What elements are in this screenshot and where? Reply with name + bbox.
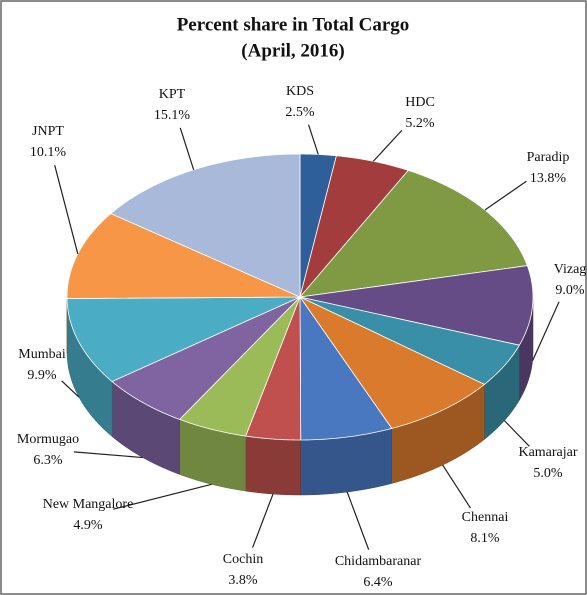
value-label: 3.8% (228, 573, 258, 588)
pie-slice (66, 213, 301, 299)
value-label: 10.1% (30, 145, 67, 160)
leader-line (61, 380, 80, 398)
pie-slice (299, 295, 393, 441)
category-label: Mormugao (17, 432, 79, 447)
pie-slice (299, 155, 409, 298)
category-label: Vizag (554, 262, 587, 277)
category-label: Cochin (223, 552, 263, 567)
pie-slice (66, 296, 301, 382)
pie-slice (299, 265, 534, 346)
value-label: 5.0% (533, 466, 563, 481)
leader-line (346, 491, 370, 550)
leader-line (372, 129, 403, 162)
value-label: 2.5% (285, 105, 315, 120)
pie-side (245, 435, 301, 496)
value-label: 6.3% (33, 453, 63, 468)
pie-slice (178, 296, 301, 437)
pie-slice (110, 153, 301, 298)
leader-line (73, 451, 143, 459)
leader-line (179, 127, 195, 170)
pie-slice (298, 295, 486, 429)
leader-line (532, 301, 560, 361)
category-label: Paradip (527, 150, 570, 165)
category-label: Kamarajar (518, 445, 577, 460)
pie-slice (299, 296, 521, 385)
value-label: 8.1% (470, 531, 500, 546)
chart-title: Percent share in Total Cargo (177, 14, 410, 35)
leader-line (113, 483, 212, 510)
category-label: Chidambaranar (335, 554, 422, 569)
value-label: 15.1% (154, 108, 191, 123)
leader-line (307, 124, 319, 155)
category-label: KDS (286, 84, 314, 99)
value-label: 9.9% (27, 368, 57, 383)
leader-line (442, 464, 471, 509)
category-label: Mumbai (18, 347, 66, 362)
leader-line (503, 420, 530, 447)
category-label: Chennai (462, 510, 509, 525)
category-label: New Mangalore (43, 497, 134, 512)
value-label: 5.2% (405, 116, 435, 131)
value-label: 13.8% (530, 171, 567, 186)
chart-subtitle: (April, 2016) (241, 40, 344, 61)
pie-slice (111, 296, 301, 420)
category-label: JNPT (32, 124, 64, 139)
value-label: 4.9% (73, 518, 103, 533)
value-label: 9.0% (555, 283, 585, 298)
leader-line (54, 165, 79, 255)
leader-line (251, 493, 274, 548)
pie-slice (245, 296, 302, 441)
category-label: HDC (405, 95, 435, 110)
category-label: KPT (159, 87, 186, 102)
value-label: 6.4% (363, 575, 393, 590)
leader-line (484, 180, 527, 211)
